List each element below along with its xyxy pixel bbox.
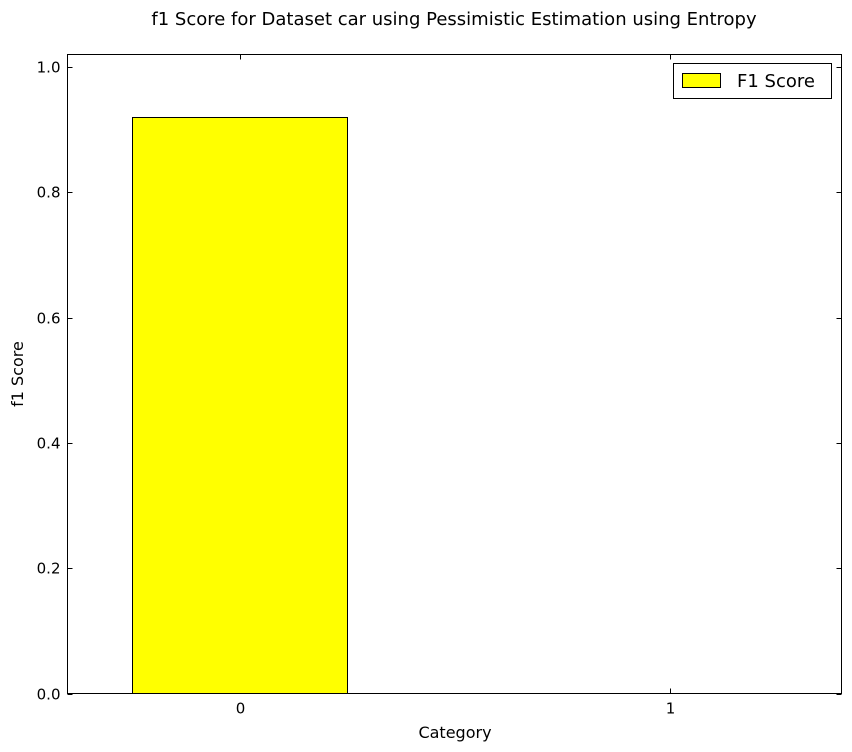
y-tick-label: 1.0 — [37, 59, 61, 77]
y-tick-label: 0.6 — [37, 310, 61, 328]
y-tick-label: 0.0 — [37, 686, 61, 704]
y-tick-label: 0.8 — [37, 184, 61, 202]
x-tick-label: 0 — [236, 700, 246, 718]
y-axis: 0.0 0.2 0.4 0.6 0.8 1.0 — [37, 59, 842, 704]
x-axis-label: Category — [418, 723, 491, 742]
legend-label: F1 Score — [737, 71, 815, 92]
bar — [132, 117, 348, 694]
legend: F1 Score — [673, 63, 832, 99]
plot-frame — [67, 54, 842, 694]
y-axis-label: f1 Score — [8, 341, 27, 407]
y-tick-label: 0.2 — [37, 560, 61, 578]
x-tick-label: 1 — [666, 700, 676, 718]
chart-title: f1 Score for Dataset car using Pessimist… — [151, 9, 757, 30]
plot-area — [67, 54, 842, 694]
y-tick-label: 0.4 — [37, 435, 61, 453]
bar-series — [132, 117, 348, 694]
legend-swatch — [682, 73, 721, 88]
